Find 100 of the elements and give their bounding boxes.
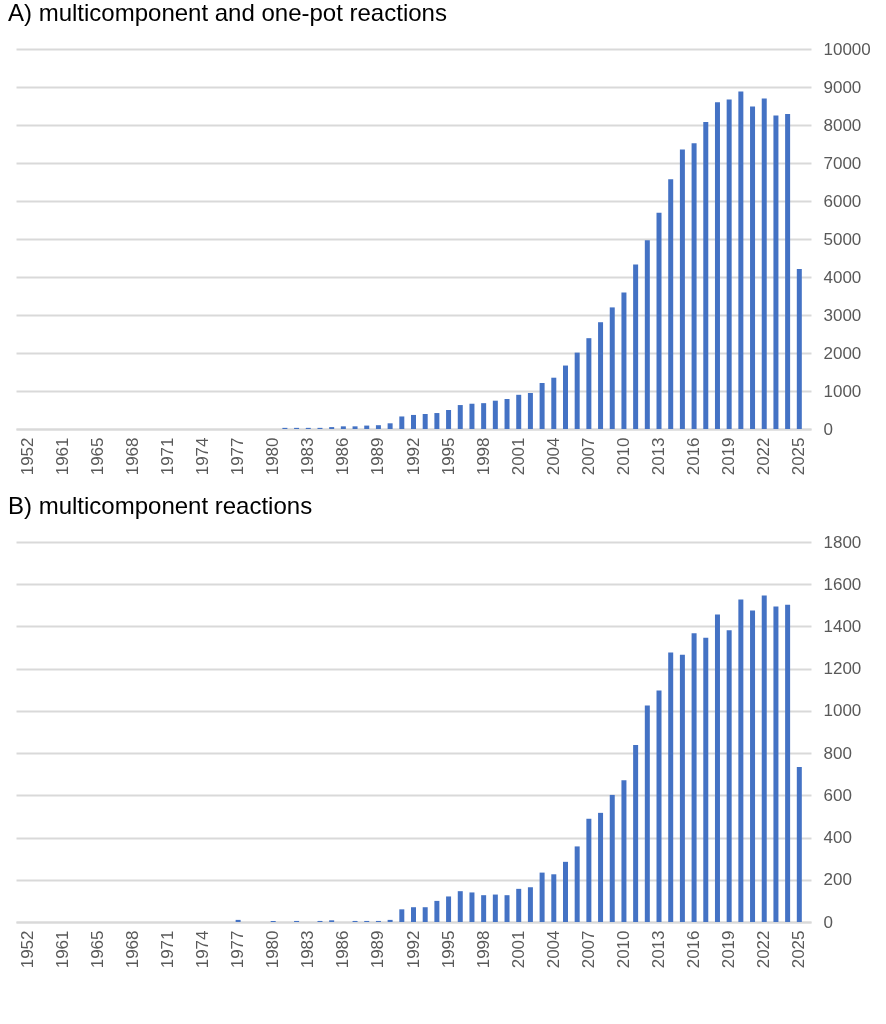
x-tick-label: 1974 [193, 437, 213, 476]
y-tick-label: 9000 [823, 77, 862, 97]
bar [586, 338, 592, 429]
bar [411, 414, 416, 429]
bar [714, 102, 720, 429]
x-tick-label: 1995 [438, 930, 458, 969]
bar [422, 413, 428, 429]
x-tick-label: 2004 [543, 437, 563, 476]
x-tick-label: 1952 [17, 930, 37, 969]
y-tick-label: 4000 [823, 267, 862, 287]
bar [656, 690, 662, 922]
bar [375, 425, 381, 429]
y-tick-label: 0 [823, 912, 833, 932]
bar [399, 416, 405, 429]
bar [586, 818, 592, 922]
bar [738, 91, 744, 429]
bar [598, 812, 604, 922]
x-tick-label: 2025 [789, 437, 809, 476]
bar [504, 895, 510, 922]
y-tick-label: 1600 [823, 574, 862, 594]
y-tick-label: 1400 [823, 616, 862, 636]
bar [726, 99, 732, 429]
x-tick-label: 1952 [17, 437, 37, 476]
bar [492, 894, 498, 922]
bar [656, 212, 662, 429]
x-tick-label: 2016 [684, 930, 704, 969]
bar [387, 919, 393, 922]
x-tick-label: 1980 [263, 437, 283, 476]
x-tick-label: 1961 [52, 930, 72, 969]
bar [411, 907, 416, 922]
y-tick-label: 1200 [823, 659, 862, 679]
bar [668, 652, 674, 922]
bar [551, 874, 557, 922]
y-tick-label: 5000 [823, 229, 862, 249]
x-tick-label: 2016 [684, 437, 704, 476]
bar [644, 240, 650, 429]
bar [679, 654, 685, 922]
x-tick-label: 2010 [613, 930, 633, 969]
x-tick-label: 1974 [193, 930, 213, 969]
x-tick-label: 1977 [228, 930, 248, 969]
bar [738, 599, 744, 922]
x-tick-label: 2013 [649, 437, 669, 476]
x-tick-label: 2010 [613, 437, 633, 476]
y-tick-label: 6000 [823, 191, 862, 211]
x-tick-label: 1998 [473, 437, 493, 476]
bar [796, 269, 802, 429]
bar [761, 595, 767, 922]
y-tick-label: 8000 [823, 115, 862, 135]
bar [562, 861, 568, 922]
x-tick-label: 2022 [754, 437, 774, 476]
x-tick-label: 1989 [368, 930, 388, 969]
x-tick-label: 1961 [52, 437, 72, 476]
x-tick-label: 1965 [87, 930, 107, 969]
bar [691, 633, 697, 922]
bar [633, 264, 639, 429]
x-tick-label: 1968 [122, 437, 142, 476]
x-tick-label: 1971 [157, 437, 177, 476]
bar [796, 767, 802, 922]
bar [446, 410, 452, 429]
bar [574, 846, 580, 922]
bar [551, 377, 557, 429]
bar [773, 606, 779, 922]
bar [703, 121, 709, 429]
bar [609, 794, 615, 922]
x-tick-label: 2004 [543, 930, 563, 969]
y-tick-label: 1800 [823, 532, 862, 552]
bar [469, 892, 475, 922]
x-tick-label: 1971 [157, 930, 177, 969]
x-tick-label: 1968 [122, 930, 142, 969]
bar [621, 292, 627, 429]
y-tick-label: 1000 [823, 381, 862, 401]
bar [785, 113, 791, 429]
y-tick-label: 600 [823, 785, 852, 805]
bar [352, 426, 358, 429]
bar [235, 919, 241, 922]
bar [539, 383, 545, 429]
x-tick-label: 1986 [333, 437, 353, 476]
bar [387, 423, 393, 429]
bar [469, 403, 475, 429]
bar [457, 891, 463, 922]
x-tick-label: 2019 [719, 930, 739, 969]
bar [726, 630, 732, 922]
bar [504, 398, 510, 429]
bar [446, 896, 452, 922]
bar [633, 745, 639, 922]
bar [644, 705, 650, 922]
bar [434, 900, 440, 922]
bar [574, 352, 580, 429]
bar [761, 98, 767, 429]
bar [691, 143, 697, 429]
x-tick-label: 1986 [333, 930, 353, 969]
bar [539, 872, 545, 922]
x-tick-label: 1983 [298, 437, 318, 476]
x-tick-label: 2019 [719, 437, 739, 476]
bar [399, 909, 405, 922]
y-tick-label: 3000 [823, 305, 862, 325]
bar [668, 179, 674, 429]
bar [703, 637, 709, 922]
x-tick-label: 1983 [298, 930, 318, 969]
y-tick-label: 200 [823, 870, 852, 890]
